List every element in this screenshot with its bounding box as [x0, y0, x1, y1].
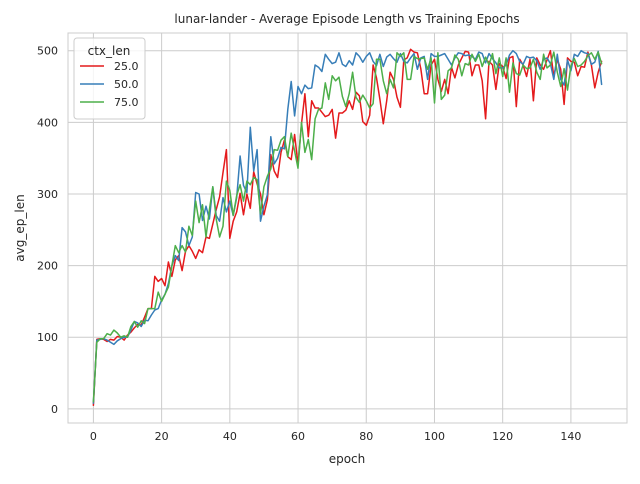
series-line-50.0	[92, 49, 603, 404]
x-tick-label: 100	[424, 430, 445, 443]
legend-label: 50.0	[114, 78, 139, 91]
y-axis: 0 100 200 300 400 500	[37, 45, 58, 416]
x-tick-label: 60	[291, 430, 305, 443]
legend-items: 25.0 50.0 75.0	[80, 60, 139, 109]
plot-area	[68, 33, 627, 423]
x-tick-label: 20	[155, 430, 169, 443]
x-tick-label: 0	[90, 430, 97, 443]
legend-title: ctx_len	[88, 44, 131, 58]
y-tick-label: 0	[51, 403, 58, 416]
series-layer	[92, 48, 603, 407]
series-line-25.0	[92, 48, 603, 407]
y-tick-label: 100	[37, 331, 58, 344]
x-tick-label: 140	[560, 430, 581, 443]
legend-label: 25.0	[114, 60, 139, 73]
chart-title: lunar-lander - Average Episode Length vs…	[174, 12, 519, 26]
y-tick-label: 200	[37, 260, 58, 273]
legend: ctx_len 25.0 50.0 75.0	[73, 37, 146, 120]
x-axis-label: epoch	[329, 452, 366, 466]
legend-box	[73, 37, 146, 120]
x-tick-label: 80	[359, 430, 373, 443]
series-line-75.0	[92, 51, 603, 403]
x-axis: 0 20 40 60 80 100 120 140	[90, 430, 581, 443]
y-tick-label: 500	[37, 45, 58, 58]
y-tick-label: 400	[37, 116, 58, 129]
y-tick-label: 300	[37, 188, 58, 201]
x-tick-label: 120	[492, 430, 513, 443]
plot-frame	[67, 32, 628, 424]
x-tick-label: 40	[223, 430, 237, 443]
legend-label: 75.0	[114, 96, 139, 109]
y-axis-label: avg_ep_len	[13, 194, 27, 261]
